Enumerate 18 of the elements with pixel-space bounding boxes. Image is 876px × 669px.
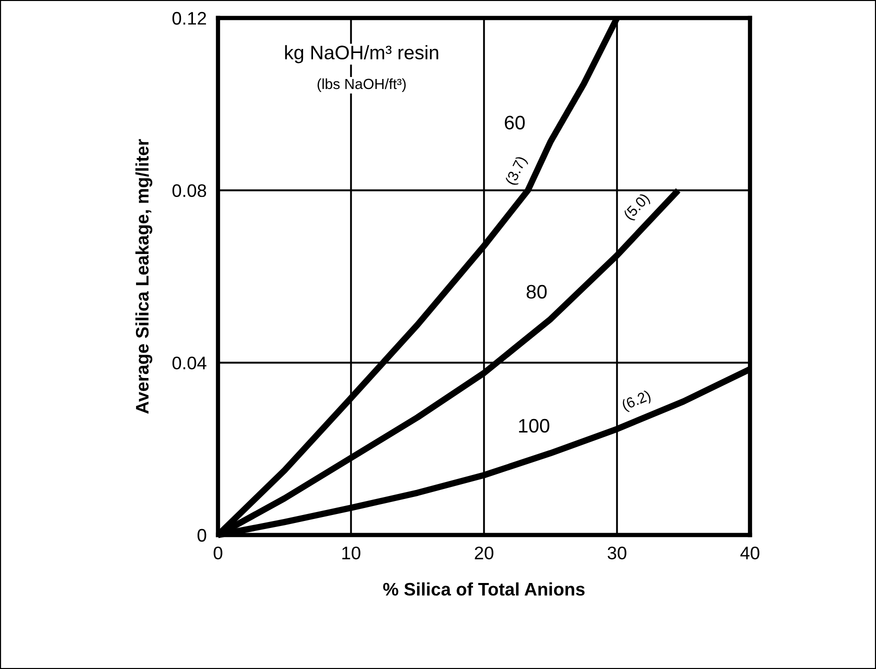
annotation: (6.2) <box>621 390 652 413</box>
x-tick-label: 20 <box>474 546 494 560</box>
annotation: (3.7) <box>504 155 530 187</box>
series-label: 60 <box>504 116 525 130</box>
annotation: kg NaOH/m³ resin <box>285 45 438 64</box>
y-tick-label: 0.08 <box>172 184 206 198</box>
y-tick-label: 0 <box>198 528 206 542</box>
y-axis-title: Average Silica Leakage, mg/liter <box>135 139 152 414</box>
x-tick-label: 40 <box>740 546 760 560</box>
x-tick-label: 0 <box>214 546 222 560</box>
series-label: 100 <box>519 418 550 433</box>
x-axis-title: % Silica of Total Anions <box>383 582 585 596</box>
series-label: 80 <box>526 284 547 299</box>
x-tick-label: 10 <box>342 546 360 560</box>
y-tick-label: 0.12 <box>172 12 206 25</box>
annotation: (lbs NaOH/ft³) <box>318 78 406 92</box>
x-tick-label: 30 <box>608 546 626 560</box>
y-tick-label: 0.04 <box>172 356 206 370</box>
